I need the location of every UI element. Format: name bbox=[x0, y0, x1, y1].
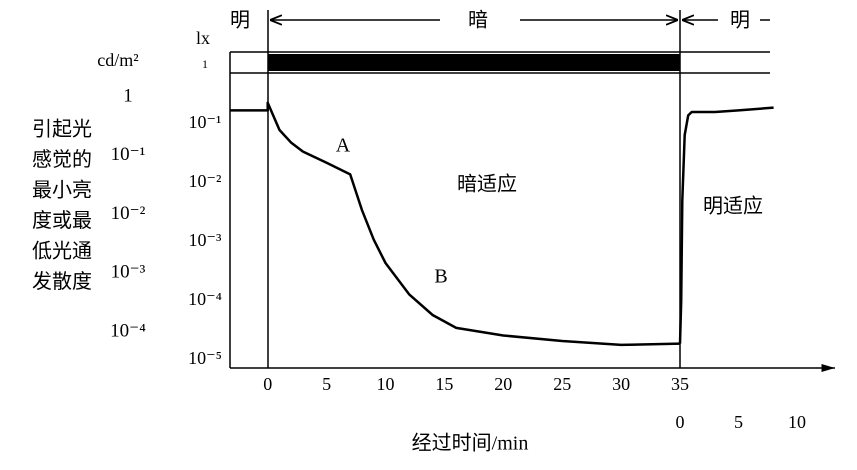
x-tick-label: 10 bbox=[376, 374, 394, 394]
y2-tick-label: 10⁻³ bbox=[111, 262, 146, 283]
curve bbox=[678, 106, 774, 344]
annotation: 明适应 bbox=[703, 195, 763, 218]
annotation: B bbox=[434, 266, 447, 288]
x-tick-label: 30 bbox=[612, 374, 630, 394]
x-axis-label: 经过时间/min bbox=[412, 432, 529, 455]
phase-label: 明 bbox=[230, 10, 250, 32]
x2-tick-label: 0 bbox=[676, 412, 685, 432]
y2-unit: cd/m² bbox=[97, 50, 138, 70]
y-axis-label-line: 最小亮 bbox=[32, 179, 92, 202]
y2-tick-label: 10⁻¹ bbox=[111, 144, 146, 165]
y-axis-label-line: 低光通 bbox=[32, 240, 92, 263]
annotation: A bbox=[336, 135, 351, 157]
y-axis-label-line: 感觉的 bbox=[32, 148, 92, 171]
y2-tick-label: 10⁻² bbox=[111, 203, 146, 224]
y2-tick-label: 1 bbox=[123, 85, 133, 106]
x2-tick-label: 5 bbox=[734, 412, 743, 432]
x-tick-label: 5 bbox=[322, 374, 331, 394]
y-tick-label: 10⁻⁵ bbox=[188, 348, 222, 368]
y-axis-label-line: 度或最 bbox=[32, 209, 92, 232]
x-tick-label: 0 bbox=[263, 374, 272, 394]
y-unit: lx bbox=[196, 28, 210, 48]
y-tick-label: 1 bbox=[202, 57, 208, 71]
x2-tick-label: 10 bbox=[788, 412, 806, 432]
y-axis-label-line: 发散度 bbox=[32, 270, 92, 293]
y-tick-label: 10⁻³ bbox=[189, 230, 223, 250]
phase-label: 明 bbox=[730, 10, 750, 32]
y-tick-label: 10⁻² bbox=[189, 171, 222, 191]
y-tick-label: 10⁻¹ bbox=[189, 112, 222, 132]
x-tick-label: 15 bbox=[435, 374, 453, 394]
x-tick-label: 20 bbox=[494, 374, 512, 394]
y-tick-label: 10⁻⁴ bbox=[188, 289, 222, 309]
stimulus-bar bbox=[268, 54, 680, 71]
y-axis-label-line: 引起光 bbox=[32, 118, 92, 141]
y2-tick-label: 10⁻⁴ bbox=[110, 320, 146, 341]
x-tick-label: 35 bbox=[671, 374, 689, 394]
curve bbox=[230, 101, 681, 347]
phase-label: 暗 bbox=[468, 9, 488, 32]
annotation: 暗适应 bbox=[457, 173, 517, 196]
x-tick-label: 25 bbox=[553, 374, 571, 394]
